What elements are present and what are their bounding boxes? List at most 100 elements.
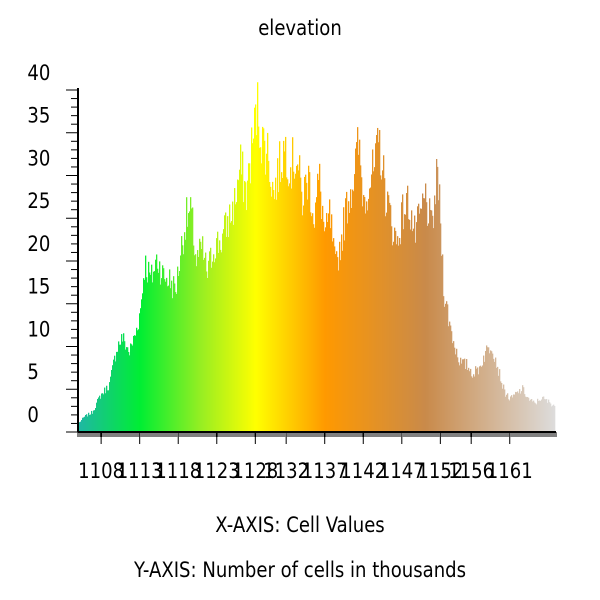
histogram-bar [101,393,103,432]
histogram-bar [212,261,214,432]
histogram-bar [413,228,415,432]
histogram-bar [140,308,142,432]
histogram-bar [346,191,348,432]
histogram-bar [357,127,359,433]
histogram-bar [320,191,322,432]
histogram-bar [306,182,308,432]
histogram-bar [111,369,113,432]
histogram-bar [471,376,473,432]
histogram-bar [290,167,292,432]
histogram-bar [86,414,88,432]
histogram-bar [530,399,532,432]
histogram-bar [480,365,482,432]
histogram-bar [489,353,491,432]
histogram-bar [410,229,412,432]
histogram-bar [157,268,159,432]
histogram-bar [460,357,462,432]
histogram-bar [308,165,310,432]
histogram-bar [168,285,170,432]
histogram-bar [286,177,288,432]
histogram-bar [181,236,183,432]
histogram-bar [472,377,474,432]
histogram-bar [179,271,181,432]
histogram-bar [196,266,198,432]
histogram-bar [166,277,168,432]
histogram-bar [400,244,402,432]
histogram-bar [319,163,321,432]
histogram-bar [372,149,374,432]
histogram-bar [283,140,285,433]
histogram-bar [301,191,303,432]
histogram-bar [537,398,539,432]
histogram-bar [223,229,225,432]
histogram-bar [102,393,104,432]
histogram-bar [369,188,371,432]
histogram-bar [93,410,95,432]
histogram-bar [539,400,541,432]
histogram-bar [348,201,350,432]
histogram-bar [484,361,486,432]
histogram-bar [314,227,316,432]
histogram-bar [228,237,230,432]
histogram-bar [401,202,403,432]
histogram-bar [146,277,148,432]
x-tick-label: 1132 [263,459,309,484]
histogram-bar [178,276,180,432]
histogram-bar [496,367,498,432]
histogram-bar [491,351,493,432]
histogram-bar [241,174,243,432]
histogram-bar [263,128,265,432]
histogram-bar [154,271,156,432]
histogram-bar [552,405,554,432]
histogram-bar [504,389,506,432]
histogram-bar [515,391,517,432]
histogram-bar [262,126,264,432]
histogram-bar [381,179,383,432]
histogram-bar [278,192,280,432]
histogram-bar [129,355,131,432]
histogram-bar [423,198,425,432]
histogram-bar [162,265,164,432]
histogram-bar [233,224,235,432]
histogram-bar [172,298,174,432]
histogram-bar [323,221,325,432]
histogram-bar [468,367,470,432]
histogram-bar [332,241,334,432]
histogram-bar [289,183,291,432]
histogram-bar [333,238,335,432]
histogram-bar [213,254,215,432]
histogram-bar [425,183,427,432]
histogram-bar [165,281,167,432]
histogram-bar [224,215,226,432]
histogram-bar [395,230,397,432]
histogram-bar [138,329,140,432]
histogram-bar [253,138,255,432]
histogram-bar [209,251,211,432]
histogram-bar [402,194,404,432]
histogram-bar [356,142,358,432]
histogram-bar [238,180,240,432]
histogram-bar [416,222,418,432]
histogram-bar [366,201,368,432]
histogram-bar [100,398,102,432]
histogram-bar [313,224,315,432]
histogram-bar [148,261,150,432]
histogram-bar [202,236,204,432]
histogram-bar [399,237,401,432]
histogram-bar [169,269,171,432]
histogram-bar [287,179,289,432]
histogram-bar [99,395,101,432]
histogram-bar [499,369,501,432]
histogram-bar [126,347,128,432]
histogram-bar [540,400,542,432]
histogram-bar [429,198,431,432]
x-tick-label: 1137 [302,459,348,484]
histogram-bar [291,188,293,432]
histogram-bar [469,371,471,432]
histogram-bar [268,160,270,432]
histogram-bar [473,374,475,432]
histogram-bar [194,255,196,432]
histogram-bar [94,410,96,432]
histogram-bar [307,199,309,432]
histogram-bar [249,163,251,433]
